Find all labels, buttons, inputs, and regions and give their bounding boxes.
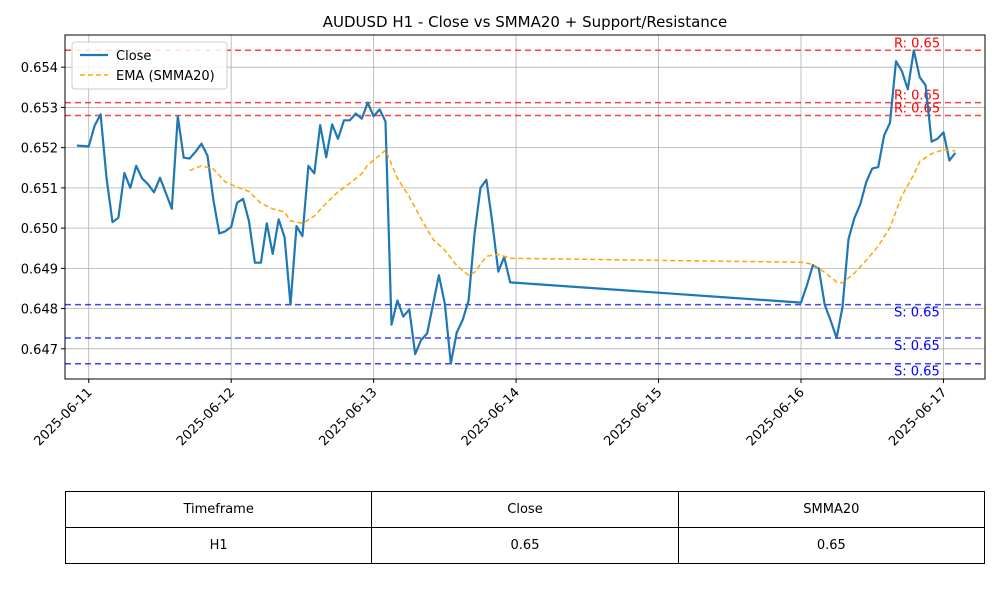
resistance-label: R: 0.65 <box>894 89 940 104</box>
support-label: S: 0.65 <box>894 365 940 380</box>
legend: Close EMA (SMMA20) <box>71 41 228 90</box>
y-tick-label: 0.651 <box>21 182 58 197</box>
axes: 0.647 0.648 0.649 0.650 0.651 0.652 0.653 0.654… <box>21 61 950 449</box>
close-series-line <box>76 49 957 365</box>
y-tick-label: 0.654 <box>21 61 58 76</box>
support-label: S: 0.65 <box>894 306 940 321</box>
legend-label-close: Close <box>116 49 151 64</box>
x-tick-label: 2025-06-13 <box>316 385 380 449</box>
support-label: S: 0.65 <box>894 339 940 354</box>
plot-frame <box>64 34 986 380</box>
series-lines <box>76 49 957 365</box>
grid <box>65 35 985 379</box>
table-row: H1 0.65 0.65 <box>64 527 986 564</box>
x-tick-label: 2025-06-12 <box>174 385 238 449</box>
table-header-cell: Timeframe <box>64 491 373 528</box>
x-tick-label: 2025-06-16 <box>744 385 808 449</box>
y-tick-label: 0.652 <box>21 142 58 157</box>
smma-series-line <box>189 148 956 284</box>
table-cell: H1 <box>64 527 373 564</box>
y-tick-label: 0.648 <box>21 303 58 318</box>
resistance-label: R: 0.65 <box>894 101 940 116</box>
y-tick-label: 0.650 <box>21 222 58 237</box>
legend-box <box>71 41 228 90</box>
info-table: Timeframe Close SMMA20 H1 0.65 0.65 <box>64 491 986 564</box>
chart-title: AUDUSD H1 - Close vs SMMA20 + Support/Re… <box>323 13 728 31</box>
table-cell: 0.65 <box>371 527 679 564</box>
y-tick-label: 0.653 <box>21 101 58 116</box>
table-cell: 0.65 <box>677 527 986 564</box>
x-tick-label: 2025-06-15 <box>601 385 665 449</box>
x-tick-label: 2025-06-11 <box>32 385 96 449</box>
table-header-cell: SMMA20 <box>677 491 986 528</box>
table-header-row: Timeframe Close SMMA20 <box>64 491 986 528</box>
table-header-cell: Close <box>371 491 679 528</box>
x-tick-label: 2025-06-17 <box>886 385 950 449</box>
legend-label-smma: EMA (SMMA20) <box>116 69 215 84</box>
chart: AUDUSD H1 - Close vs SMMA20 + Support/Re… <box>21 13 986 449</box>
y-tick-label: 0.647 <box>21 343 58 358</box>
x-tick-label: 2025-06-14 <box>459 385 523 449</box>
resistance-label: R: 0.65 <box>894 36 940 51</box>
y-tick-label: 0.649 <box>21 262 58 277</box>
